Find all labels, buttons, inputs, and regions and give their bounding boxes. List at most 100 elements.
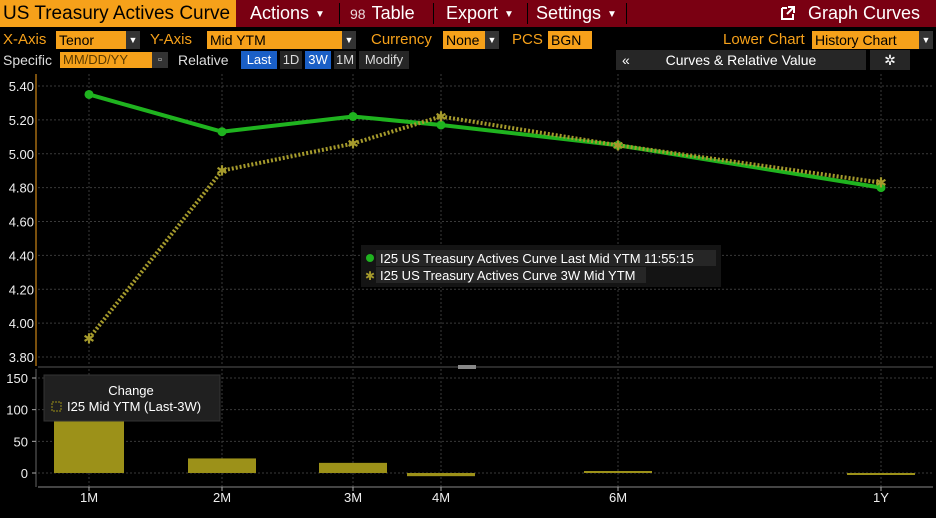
title-bar: US Treasury Actives Curve Actions ▼ 98 Tab…	[0, 0, 936, 27]
graph-curves-button[interactable]: Graph Curves	[780, 0, 920, 27]
dropdown-arrow-icon: ▼	[342, 31, 356, 49]
panel-title: Curves & Relative Value	[665, 52, 817, 68]
dropdown-arrow-icon: ▼	[485, 31, 499, 49]
settings-menu[interactable]: Settings ▼	[536, 0, 617, 27]
last-curve-point	[217, 127, 227, 137]
upper-y-tick-label: 4.20	[9, 282, 34, 297]
chart-background	[0, 70, 936, 513]
upper-y-axis: 3.80 4.00 4.20 4.40 4.60 4.80 5.00 5.20 5.40	[0, 74, 37, 366]
change-bar	[407, 473, 475, 477]
x-axis: 1M 2M 3M 4M 6M 1Y	[38, 486, 933, 505]
calendar-icon[interactable]: ▫	[152, 52, 168, 68]
app-title: US Treasury Actives Curve	[0, 0, 236, 27]
three-week-curve-line	[87, 114, 882, 340]
lower-chart-value: History Chart	[815, 32, 897, 48]
graph-curves-label: Graph Curves	[808, 3, 921, 23]
lower-legend-label: I25 Mid YTM (Last-3W)	[67, 399, 201, 414]
last-curve-point	[436, 120, 446, 130]
three-week-point: ✱	[216, 163, 228, 179]
lower-legend-box	[43, 374, 221, 422]
legend-3w-marker: ✱	[365, 269, 375, 283]
upper-y-tick-label: 5.40	[9, 79, 34, 94]
dropdown-arrow-icon: ▼	[919, 31, 933, 49]
lower-y-tick-label: 50	[14, 434, 28, 449]
lower-chart-select[interactable]: History Chart ▼	[812, 31, 933, 49]
upper-axis-panel	[0, 74, 36, 366]
lower-y-tick-label: 0	[21, 466, 28, 481]
xaxis-label: X-Axis	[3, 31, 47, 48]
last-curve-point	[84, 89, 94, 99]
relative-3w-button[interactable]: 3W	[305, 51, 331, 69]
legend-last-label: I25 US Treasury Actives Curve Last Mid Y…	[380, 251, 694, 266]
upper-y-tick-label: 3.80	[9, 350, 34, 365]
upper-y-tick-label: 4.80	[9, 181, 34, 196]
currency-label: Currency	[371, 31, 432, 48]
three-week-point: ✱	[83, 330, 95, 346]
panel-header: Curves & Relative Value	[616, 50, 866, 70]
table-label: Table	[371, 3, 415, 23]
change-bar	[847, 473, 915, 475]
three-week-point: ✱	[612, 137, 624, 153]
caret-down-icon: ▼	[315, 9, 325, 20]
three-week-point: ✱	[435, 108, 447, 124]
xaxis-select[interactable]: Tenor ▼	[56, 31, 140, 49]
caret-down-icon: ▼	[504, 9, 514, 20]
relative-1m-button[interactable]: 1M	[334, 51, 356, 69]
dropdown-arrow-icon: ▼	[126, 31, 140, 49]
last-curve-point	[876, 183, 886, 193]
change-bar	[584, 471, 652, 473]
menu-divider	[433, 3, 434, 24]
x-tick-label: 4M	[432, 490, 450, 505]
legend-last-marker	[366, 254, 374, 262]
upper-series: ✱ ✱ ✱ ✱ ✱ ✱	[83, 89, 887, 346]
yaxis-select[interactable]: Mid YTM ▼	[207, 31, 356, 49]
x-tick-label: 2M	[213, 490, 231, 505]
settings-gear-icon[interactable]: ✲	[870, 50, 910, 70]
yield-curve-chart: 3.804.004.204.404.604.805.005.205.40 ✱✱✱…	[0, 70, 936, 513]
currency-value: None	[446, 32, 480, 48]
legend-change-marker	[51, 401, 62, 412]
upper-grid	[0, 70, 936, 513]
export-label: Export	[446, 3, 499, 23]
date-toolbar: Specific MM/DD/YY ▫ Relative Last 1D 3W …	[0, 50, 936, 70]
specific-label: Specific	[3, 52, 53, 68]
pcs-value: BGN	[551, 32, 582, 48]
lower-chart-label: Lower Chart	[723, 31, 805, 48]
upper-y-tick-label: 4.60	[9, 215, 34, 230]
lower-y-axis: 0 50 100 150	[6, 369, 37, 487]
upper-y-tick-label: 4.00	[9, 316, 34, 331]
relative-last-button[interactable]: Last	[241, 51, 277, 69]
pcs-field[interactable]: BGN	[548, 31, 592, 49]
lower-y-tick-label: 150	[6, 371, 28, 386]
export-menu[interactable]: Export ▼	[446, 0, 514, 27]
upper-y-tick-label: 5.20	[9, 113, 34, 128]
x-tick-label: 6M	[609, 490, 627, 505]
xaxis-value: Tenor	[59, 32, 95, 48]
menu-divider	[626, 3, 627, 24]
chart-area: 3.80 4.00 4.20 4.40 4.60 4.80 5.00 5.20 5.40 ✱ ✱ ✱…	[0, 70, 936, 513]
external-link-icon	[781, 6, 795, 20]
relative-1d-button[interactable]: 1D	[280, 51, 302, 69]
x-tick-label: 1M	[80, 490, 98, 505]
change-bar	[319, 462, 387, 473]
resize-handle[interactable]	[458, 365, 476, 369]
pcs-label: PCS	[512, 31, 543, 48]
collapse-panel-icon[interactable]: «	[622, 52, 630, 68]
three-week-point: ✱	[875, 175, 887, 191]
change-bar	[188, 458, 256, 473]
table-menu[interactable]: 98 Table	[350, 0, 415, 27]
specific-date-input[interactable]: MM/DD/YY	[60, 52, 152, 68]
currency-select[interactable]: None ▼	[443, 31, 499, 49]
upper-y-tick-label: 4.40	[9, 248, 34, 263]
actions-menu[interactable]: Actions ▼	[250, 0, 325, 27]
lower-legend-title: Change	[108, 383, 154, 398]
last-curve-line	[88, 92, 882, 190]
relative-label: Relative	[178, 52, 229, 68]
menu-divider	[527, 3, 528, 24]
x-tick-label: 3M	[344, 490, 362, 505]
legend-3w-label: I25 US Treasury Actives Curve 3W Mid YTM	[380, 268, 636, 283]
upper-y-tick-label: 5.00	[9, 147, 34, 162]
actions-label: Actions	[250, 3, 310, 23]
modify-button[interactable]: Modify	[359, 51, 409, 69]
axis-options-bar: X-Axis Tenor ▼ Y-Axis Mid YTM ▼ Currency…	[0, 29, 936, 50]
